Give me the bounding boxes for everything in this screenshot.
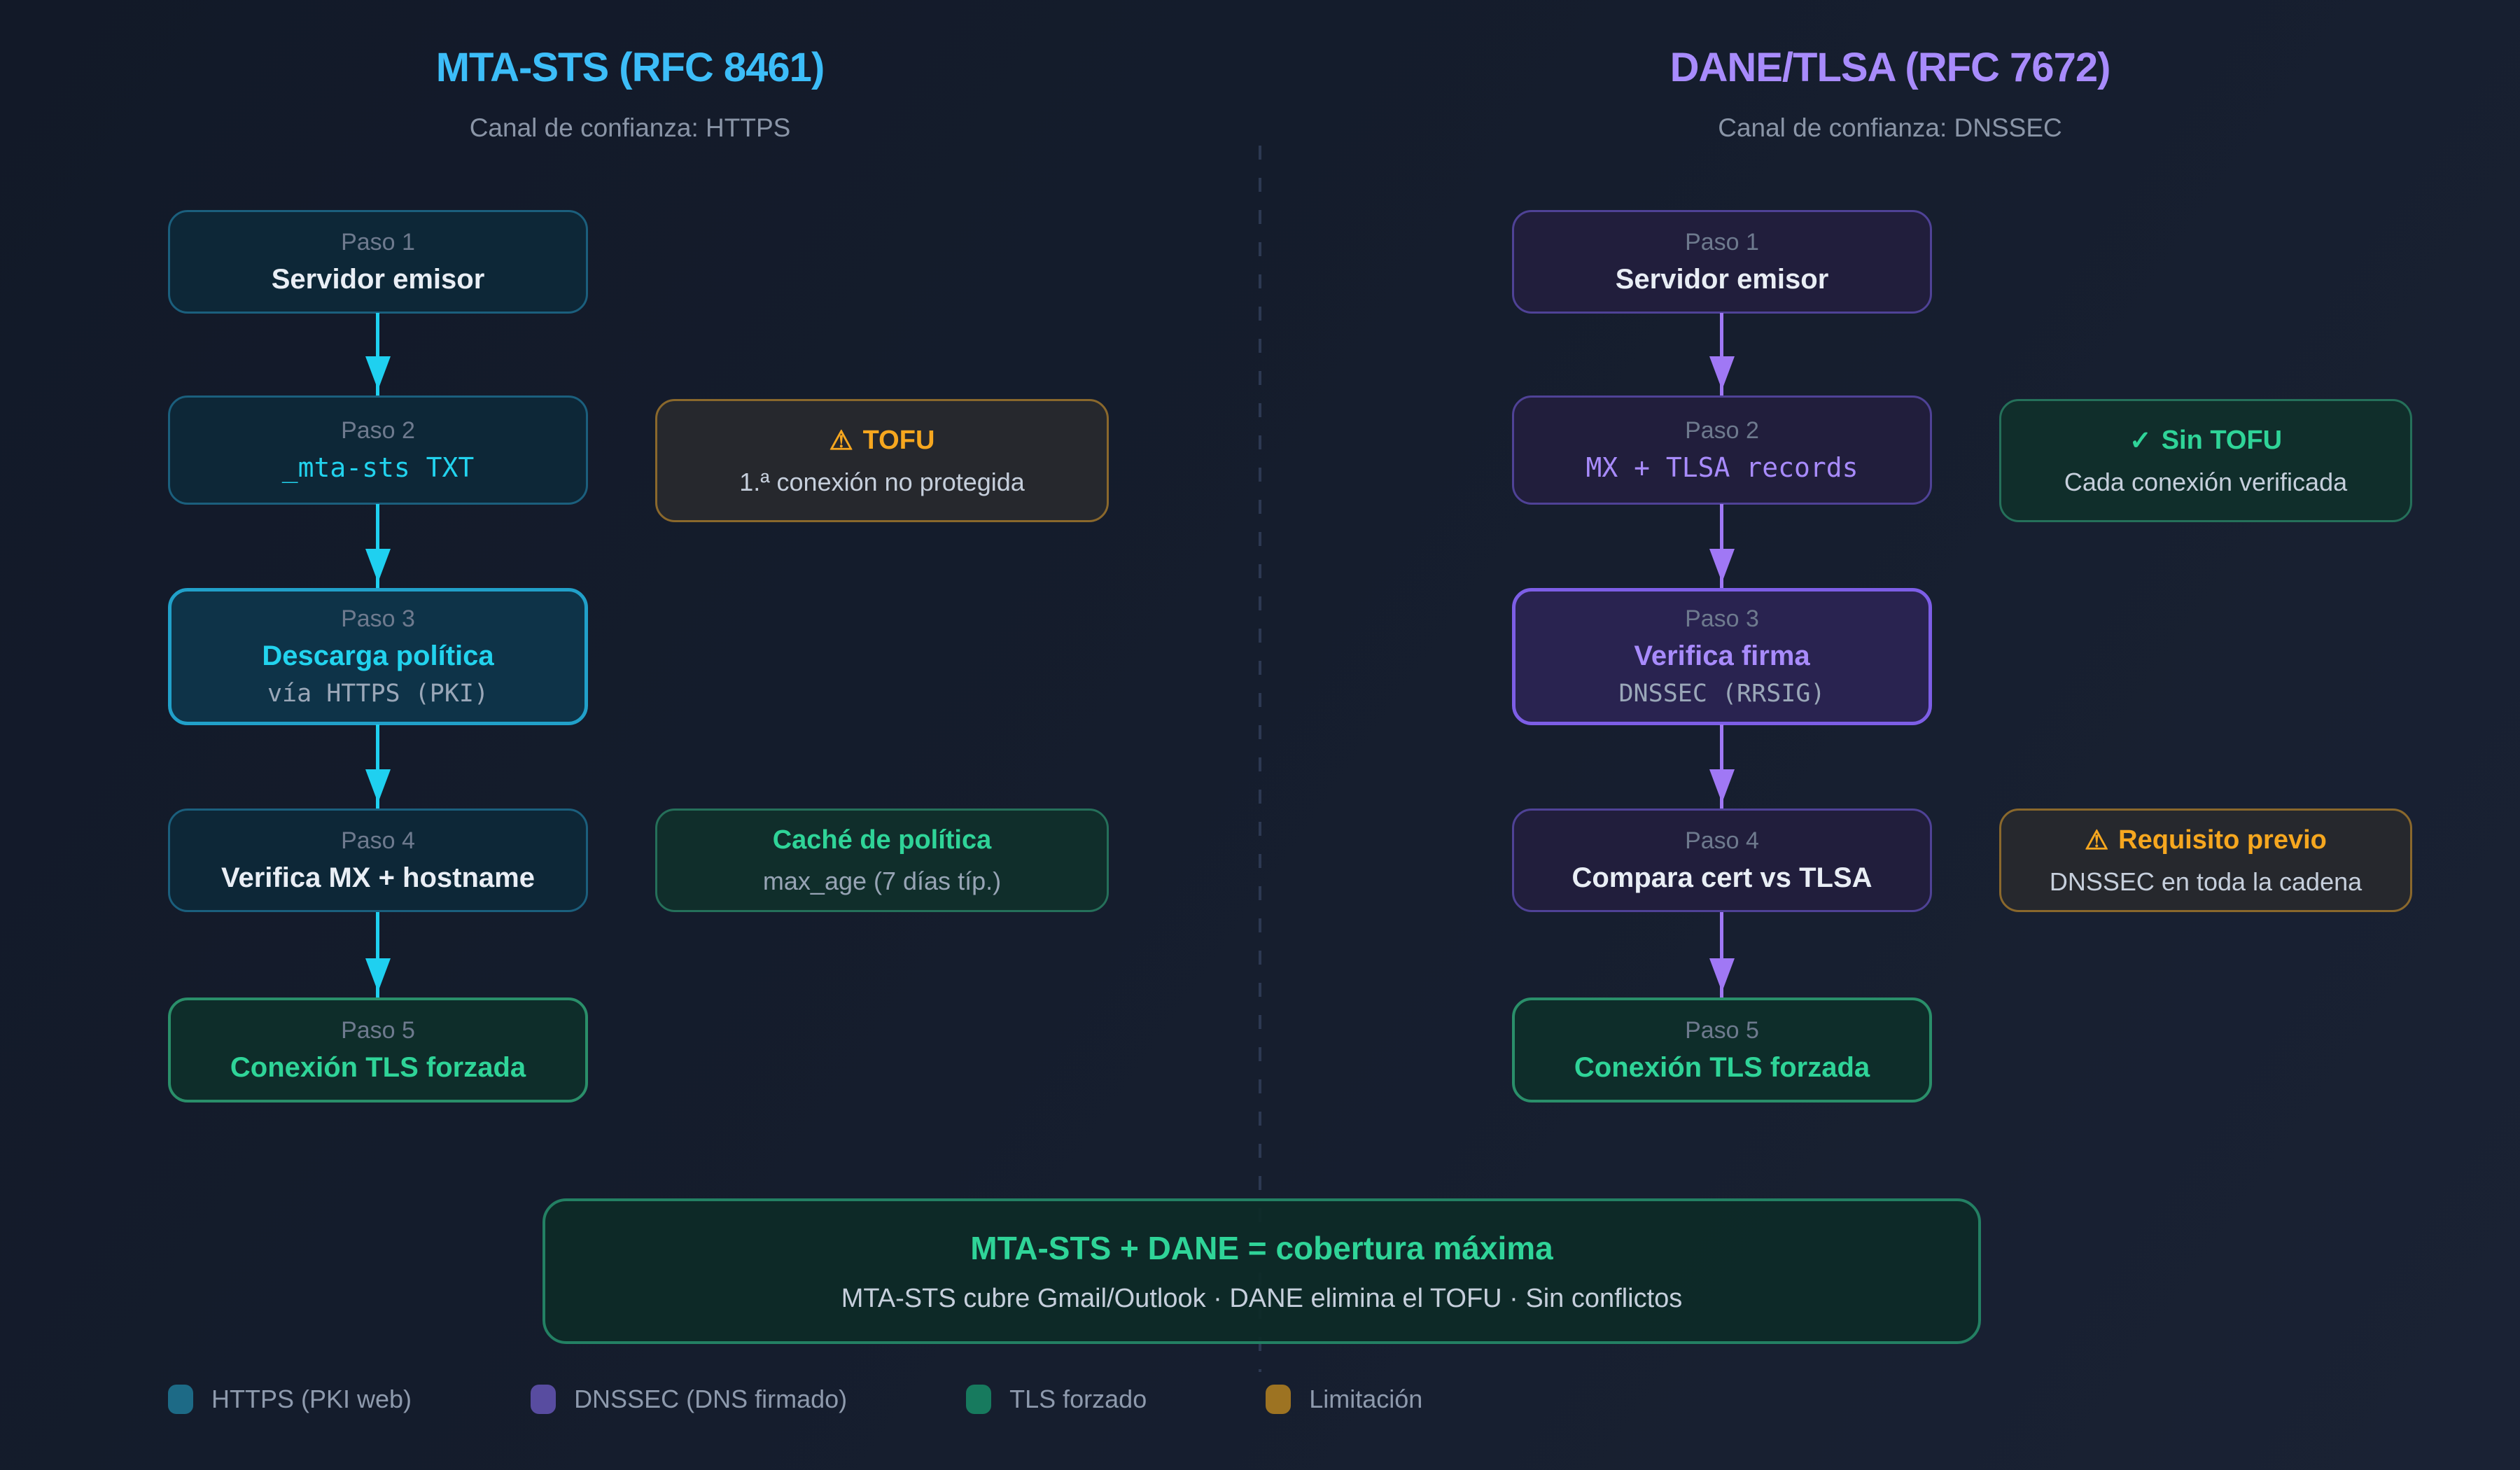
arrow-line [376, 912, 379, 997]
flow-arrow-down-icon [365, 912, 391, 997]
step-main-text: Verifica firma [1634, 640, 1810, 671]
arrow-line [376, 504, 379, 588]
arrow-line [376, 313, 379, 396]
arrow-head-icon [365, 356, 391, 390]
note-title: ✓ Sin TOFU [2129, 425, 2282, 456]
step-label: Paso 5 [341, 1016, 415, 1044]
legend-item-limitation: Limitación [1266, 1385, 1422, 1414]
arrow-head-icon [1709, 356, 1735, 390]
arrow-line [376, 724, 379, 808]
legend-item-dnssec: DNSSEC (DNS firmado) [531, 1385, 847, 1414]
legend-item-https: HTTPS (PKI web) [168, 1385, 412, 1414]
mta-sts-step-1: Paso 1 Servidor emisor [168, 210, 588, 314]
arrow-line [1720, 724, 1723, 808]
warning-icon: ⚠ [829, 426, 853, 456]
note-title-text: Sin TOFU [2161, 425, 2283, 455]
step-label: Paso 1 [1685, 228, 1759, 255]
legend-label: TLS forzado [1009, 1385, 1147, 1413]
flow-arrow-down-icon [365, 724, 391, 808]
policy-cache-note: Caché de política max_age (7 días típ.) [655, 808, 1109, 912]
step-label: Paso 3 [341, 606, 415, 632]
mta-sts-step-4: Paso 4 Verifica MX + hostname [168, 808, 588, 912]
note-sub-text: max_age (7 días típ.) [762, 866, 1002, 895]
note-title: ⚠ Requisito previo [2085, 825, 2327, 856]
legend-label: HTTPS (PKI web) [211, 1385, 412, 1413]
step-label: Paso 4 [1685, 827, 1759, 854]
dane-step-4: Paso 4 Compara cert vs TLSA [1512, 808, 1932, 912]
summary-banner: MTA-STS + DANE = cobertura máxima MTA-ST… [542, 1198, 1981, 1344]
dane-step-1: Paso 1 Servidor emisor [1512, 210, 1932, 314]
dane-subtitle: Canal de confianza: DNSSEC [1718, 113, 2062, 142]
flow-arrow-down-icon [365, 313, 391, 396]
step-main-text: Conexión TLS forzada [230, 1051, 526, 1083]
step-main-text: Servidor emisor [1615, 263, 1829, 295]
arrow-head-icon [1709, 958, 1735, 992]
mta-sts-step-5: Paso 5 Conexión TLS forzada [168, 997, 588, 1102]
legend-swatch-tls [966, 1385, 992, 1414]
mta-sts-header: MTA-STS (RFC 8461) Canal de confianza: H… [0, 43, 1260, 143]
arrow-line [1720, 504, 1723, 588]
flow-arrow-down-icon [1709, 912, 1735, 997]
step-main-text: Servidor emisor [271, 263, 485, 295]
note-sub-text: DNSSEC en toda la cadena [2049, 867, 2362, 896]
step-sub-text: vía HTTPS (PKI) [267, 680, 489, 708]
check-icon: ✓ [2129, 426, 2152, 456]
arrow-line [1720, 912, 1723, 997]
mta-sts-title: MTA-STS (RFC 8461) [435, 45, 825, 90]
flow-arrow-down-icon [1709, 504, 1735, 588]
dane-header: DANE/TLSA (RFC 7672) Canal de confianza:… [1260, 43, 2520, 143]
dane-title: DANE/TLSA (RFC 7672) [1670, 45, 2111, 90]
note-title-text: Caché de política [772, 825, 992, 855]
arrow-head-icon [365, 958, 391, 992]
column-divider [1259, 146, 1261, 1372]
warning-icon: ⚠ [2085, 825, 2109, 855]
note-sub-text: 1.ª conexión no protegida [739, 467, 1025, 496]
legend-label: DNSSEC (DNS firmado) [574, 1385, 848, 1413]
step-label: Paso 3 [1685, 606, 1759, 632]
step-main-text: MX + TLSA records [1586, 452, 1858, 483]
legend-item-tls: TLS forzado [966, 1385, 1147, 1414]
summary-subtitle: MTA-STS cubre Gmail/Outlook · DANE elimi… [841, 1283, 1683, 1313]
flow-arrow-down-icon [1709, 313, 1735, 396]
step-sub-text: DNSSEC (RRSIG) [1618, 680, 1826, 708]
prerequisite-note: ⚠ Requisito previo DNSSEC en toda la cad… [1999, 808, 2412, 912]
no-tofu-note: ✓ Sin TOFU Cada conexión verificada [1999, 399, 2412, 522]
legend: HTTPS (PKI web) DNSSEC (DNS firmado) TLS… [168, 1385, 1422, 1414]
legend-swatch-https [168, 1385, 193, 1414]
note-title-text: TOFU [862, 425, 935, 455]
dane-step-5: Paso 5 Conexión TLS forzada [1512, 997, 1932, 1102]
mta-sts-step-3: Paso 3 Descarga política vía HTTPS (PKI) [168, 588, 588, 725]
mta-sts-subtitle: Canal de confianza: HTTPS [469, 113, 791, 142]
arrow-head-icon [1709, 769, 1735, 803]
dane-step-3: Paso 3 Verifica firma DNSSEC (RRSIG) [1512, 588, 1932, 725]
legend-swatch-limitation [1266, 1385, 1292, 1414]
dane-step-2: Paso 2 MX + TLSA records [1512, 396, 1932, 505]
step-main-text: Compara cert vs TLSA [1572, 862, 1872, 893]
note-sub-text: Cada conexión verificada [2064, 467, 2348, 496]
step-main-text: Conexión TLS forzada [1574, 1051, 1870, 1083]
tofu-warning-note: ⚠ TOFU 1.ª conexión no protegida [655, 399, 1109, 522]
step-label: Paso 2 [341, 417, 415, 444]
step-label: Paso 1 [341, 228, 415, 255]
flow-arrow-down-icon [365, 504, 391, 588]
step-label: Paso 5 [1685, 1016, 1759, 1044]
note-title-text: Requisito previo [2118, 825, 2327, 855]
note-title: ⚠ TOFU [830, 425, 935, 456]
step-label: Paso 2 [1685, 417, 1759, 444]
arrow-head-icon [365, 549, 391, 582]
note-title: Caché de política [773, 825, 992, 855]
arrow-head-icon [365, 769, 391, 803]
legend-label: Limitación [1309, 1385, 1423, 1413]
arrow-head-icon [1709, 549, 1735, 582]
step-label: Paso 4 [341, 827, 415, 854]
step-main-text: _mta-sts TXT [281, 452, 475, 483]
arrow-line [1720, 313, 1723, 396]
legend-swatch-dnssec [531, 1385, 556, 1414]
summary-title: MTA-STS + DANE = cobertura máxima [970, 1229, 1553, 1266]
step-main-text: Descarga política [262, 640, 494, 671]
mta-sts-step-2: Paso 2 _mta-sts TXT [168, 396, 588, 505]
step-main-text: Verifica MX + hostname [221, 862, 535, 893]
flow-arrow-down-icon [1709, 724, 1735, 808]
